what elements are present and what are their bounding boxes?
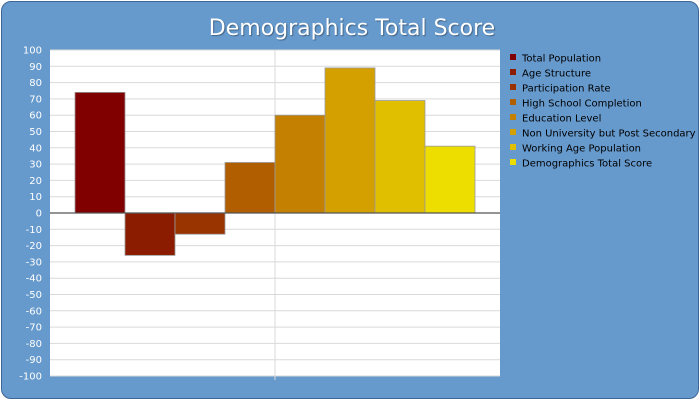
y-tick-label: -20 xyxy=(26,241,42,252)
y-tick-label: 50 xyxy=(29,127,42,138)
y-tick-label: 20 xyxy=(29,176,42,187)
chart-title: Demographics Total Score xyxy=(208,16,496,41)
legend-label: High School Completion xyxy=(522,99,642,110)
y-tick-label: 70 xyxy=(29,94,42,105)
legend-swatch xyxy=(510,54,516,60)
y-tick-label: 60 xyxy=(29,111,42,122)
legend-swatch xyxy=(510,69,516,75)
legend-swatch xyxy=(510,129,516,135)
legend-swatch xyxy=(510,99,516,105)
y-tick-label: 100 xyxy=(23,46,42,57)
y-tick-label: -60 xyxy=(26,306,42,317)
bar-high-school-completion xyxy=(224,162,276,214)
legend-label: Education Level xyxy=(522,114,601,125)
y-tick-label: -40 xyxy=(26,274,42,285)
y-tick-label: -70 xyxy=(26,323,42,334)
bar-age-structure xyxy=(124,212,176,256)
bar-education-level xyxy=(274,114,326,214)
legend-box xyxy=(503,50,693,172)
legend-label: Non University but Post Secondary xyxy=(522,129,696,140)
legend-label: Participation Rate xyxy=(522,84,611,95)
bar-total-population xyxy=(74,91,126,214)
y-tick-label: -30 xyxy=(26,257,42,268)
legend-label: Age Structure xyxy=(522,69,591,80)
legend-swatch xyxy=(510,114,516,120)
legend-label: Demographics Total Score xyxy=(522,159,652,170)
y-tick-label: 90 xyxy=(29,62,42,73)
bar-non-university-but-post-secondary xyxy=(324,67,376,214)
y-tick-label: -50 xyxy=(26,290,42,301)
y-tick-label: 0 xyxy=(36,209,42,220)
legend-swatch xyxy=(510,84,516,90)
legend-label: Working Age Population xyxy=(522,144,641,155)
legend-swatch xyxy=(510,144,516,150)
y-tick-label: -100 xyxy=(19,372,42,383)
y-tick-label: 80 xyxy=(29,78,42,89)
y-tick-label: -90 xyxy=(26,355,42,366)
y-tick-label: 40 xyxy=(29,143,42,154)
y-tick-label: -80 xyxy=(26,339,42,350)
y-tick-label: -10 xyxy=(26,225,42,236)
bar-demographics-total-score xyxy=(424,145,476,214)
legend-swatch xyxy=(510,159,516,165)
legend-label: Total Population xyxy=(521,54,601,65)
y-tick-label: 30 xyxy=(29,160,42,171)
y-tick-label: 10 xyxy=(29,192,42,203)
bar-participation-rate xyxy=(174,212,226,235)
bar-working-age-population xyxy=(374,100,426,214)
